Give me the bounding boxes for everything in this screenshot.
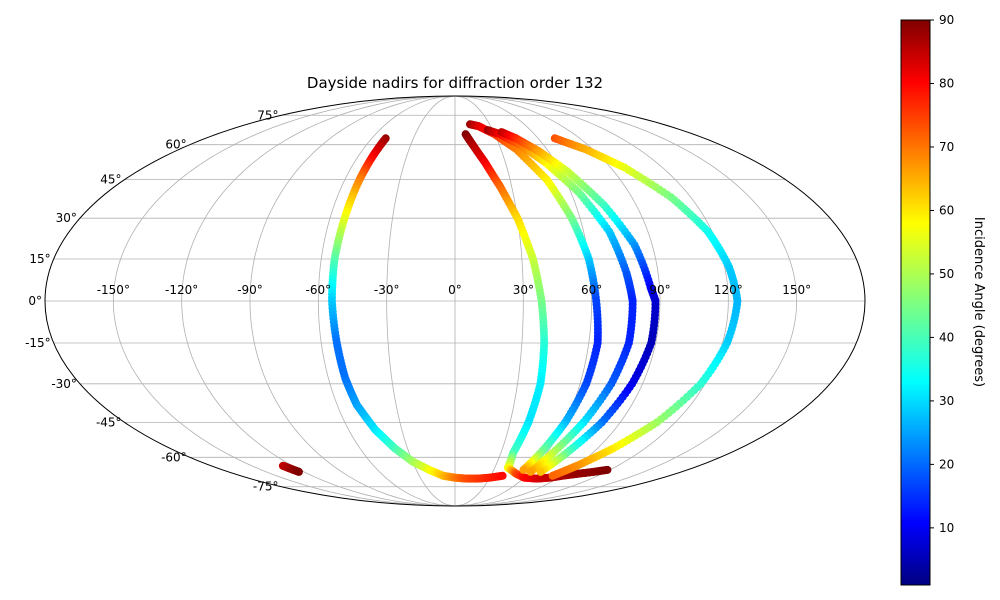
nadir-point [294, 467, 303, 476]
longitude-tick-label: 0° [448, 283, 462, 297]
nadir-point [498, 471, 507, 480]
longitude-tick-label: -60° [306, 283, 332, 297]
longitude-tick-label: -90° [237, 283, 263, 297]
colorbar-tick-label: 60 [939, 203, 954, 217]
colorbar-tick-label: 40 [939, 330, 954, 344]
data-points [278, 120, 742, 483]
latitude-tick-label: -45° [96, 415, 122, 429]
colorbar-ticks: 10 20 30 40 50 60 70 80 90 [930, 13, 954, 535]
latitude-tick-label: 15° [29, 252, 50, 266]
colorbar-tick-label: 10 [939, 521, 954, 535]
latitude-tick-labels: -75° -60° -45° -30° -15° 0° 15° 30° 45° 60° 75° [25, 108, 278, 493]
colorbar-tick-label: 20 [939, 457, 954, 471]
latitude-tick-label: -15° [25, 336, 51, 350]
longitude-tick-label: 150° [782, 283, 811, 297]
nadir-point [536, 467, 545, 476]
longitude-tick-label: 30° [513, 283, 534, 297]
nadir-point [603, 465, 612, 474]
longitude-tick-label: 60° [581, 283, 602, 297]
colorbar-gradient [900, 19, 931, 586]
colorbar-tick-label: 80 [939, 76, 954, 90]
map-boundary [44, 95, 866, 507]
longitude-tick-label: -120° [165, 283, 198, 297]
latitude-tick-label: -30° [51, 377, 77, 391]
colorbar-tick-label: 50 [939, 267, 954, 281]
latitude-tick-label: 0° [28, 294, 42, 308]
nadir-point [548, 471, 557, 480]
colorbar-tick-label: 70 [939, 140, 954, 154]
map-grid [45, 95, 865, 507]
longitude-tick-labels: -150° -120° -90° -60° -30° 0° 30° 60° 90° 120° 150… [97, 283, 811, 297]
colorbar-tick-label: 30 [939, 394, 954, 408]
colorbar-tick-label: 90 [939, 13, 954, 27]
chart-title: Dayside nadirs for diffraction order 132 [307, 74, 603, 92]
longitude-tick-label: 120° [714, 283, 743, 297]
latitude-tick-label: 30° [56, 211, 77, 225]
latitude-tick-label: 75° [257, 108, 278, 122]
latitude-tick-label: 60° [165, 138, 186, 152]
colorbar: 10 20 30 40 50 60 70 80 90 Incidence Angle (degr… [900, 13, 986, 586]
longitude-tick-label: 90° [649, 283, 670, 297]
longitude-tick-label: -150° [97, 283, 130, 297]
nadir-point [519, 465, 528, 474]
colorbar-label: Incidence Angle (degrees) [971, 217, 986, 387]
latitude-tick-label: 45° [100, 173, 121, 187]
nadir-point [526, 467, 535, 476]
latitude-tick-label: -75° [253, 480, 279, 494]
latitude-tick-label: -60° [161, 450, 187, 464]
longitude-tick-label: -30° [374, 283, 400, 297]
